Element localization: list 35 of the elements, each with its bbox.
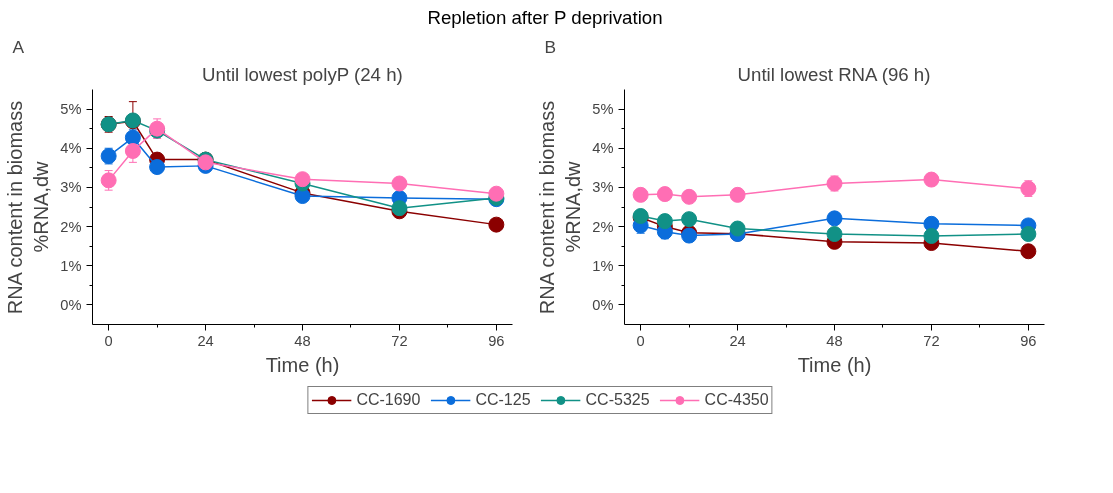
chart-title: Repletion after P deprivation	[427, 6, 663, 30]
text: A	[12, 36, 25, 57]
x-tick-label: 96	[488, 332, 505, 349]
y-tick-label: 0%	[592, 296, 614, 313]
legend-label: CC-5325	[585, 391, 650, 409]
x-tick-label: 0	[636, 332, 645, 349]
x-tick-label: 24	[729, 332, 746, 349]
chart-subtitle: Until lowest RNA (96 h)	[737, 63, 931, 85]
y-tick-label: 5%	[60, 101, 82, 118]
legend-label: CC-4350	[704, 391, 769, 409]
x-tick-label: 72	[391, 332, 408, 349]
y-tick-label: 4%	[60, 140, 82, 157]
y-axis-title: RNA content in biomass %RNA,dw	[535, 100, 585, 315]
y-tick-label: 2%	[592, 218, 614, 235]
legend-label: CC-125	[475, 391, 531, 409]
y-tick-label: 0%	[60, 296, 82, 313]
x-tick-label: 0	[104, 332, 113, 349]
y-tick-label: 1%	[60, 257, 82, 274]
x-tick-label: 24	[197, 332, 214, 349]
x-axis-title: Time (h)	[797, 353, 872, 376]
y-tick-label: 3%	[60, 179, 82, 196]
x-tick-label: 96	[1020, 332, 1037, 349]
y-tick-label: 3%	[592, 179, 614, 196]
y-tick-label: 5%	[592, 101, 614, 118]
text: B	[544, 36, 557, 57]
y-tick-label: 4%	[592, 140, 614, 157]
y-axis-title: RNA content in biomass %RNA,dw	[3, 100, 53, 315]
chart-subtitle: Until lowest polyP (24 h)	[201, 63, 403, 85]
x-axis-title: Time (h)	[265, 353, 340, 376]
y-tick-label: 1%	[592, 257, 614, 274]
y-tick-label: 2%	[60, 218, 82, 235]
x-tick-label: 48	[826, 332, 843, 349]
x-tick-label: 72	[923, 332, 940, 349]
x-tick-label: 48	[294, 332, 311, 349]
legend-label: CC-1690	[356, 391, 421, 409]
